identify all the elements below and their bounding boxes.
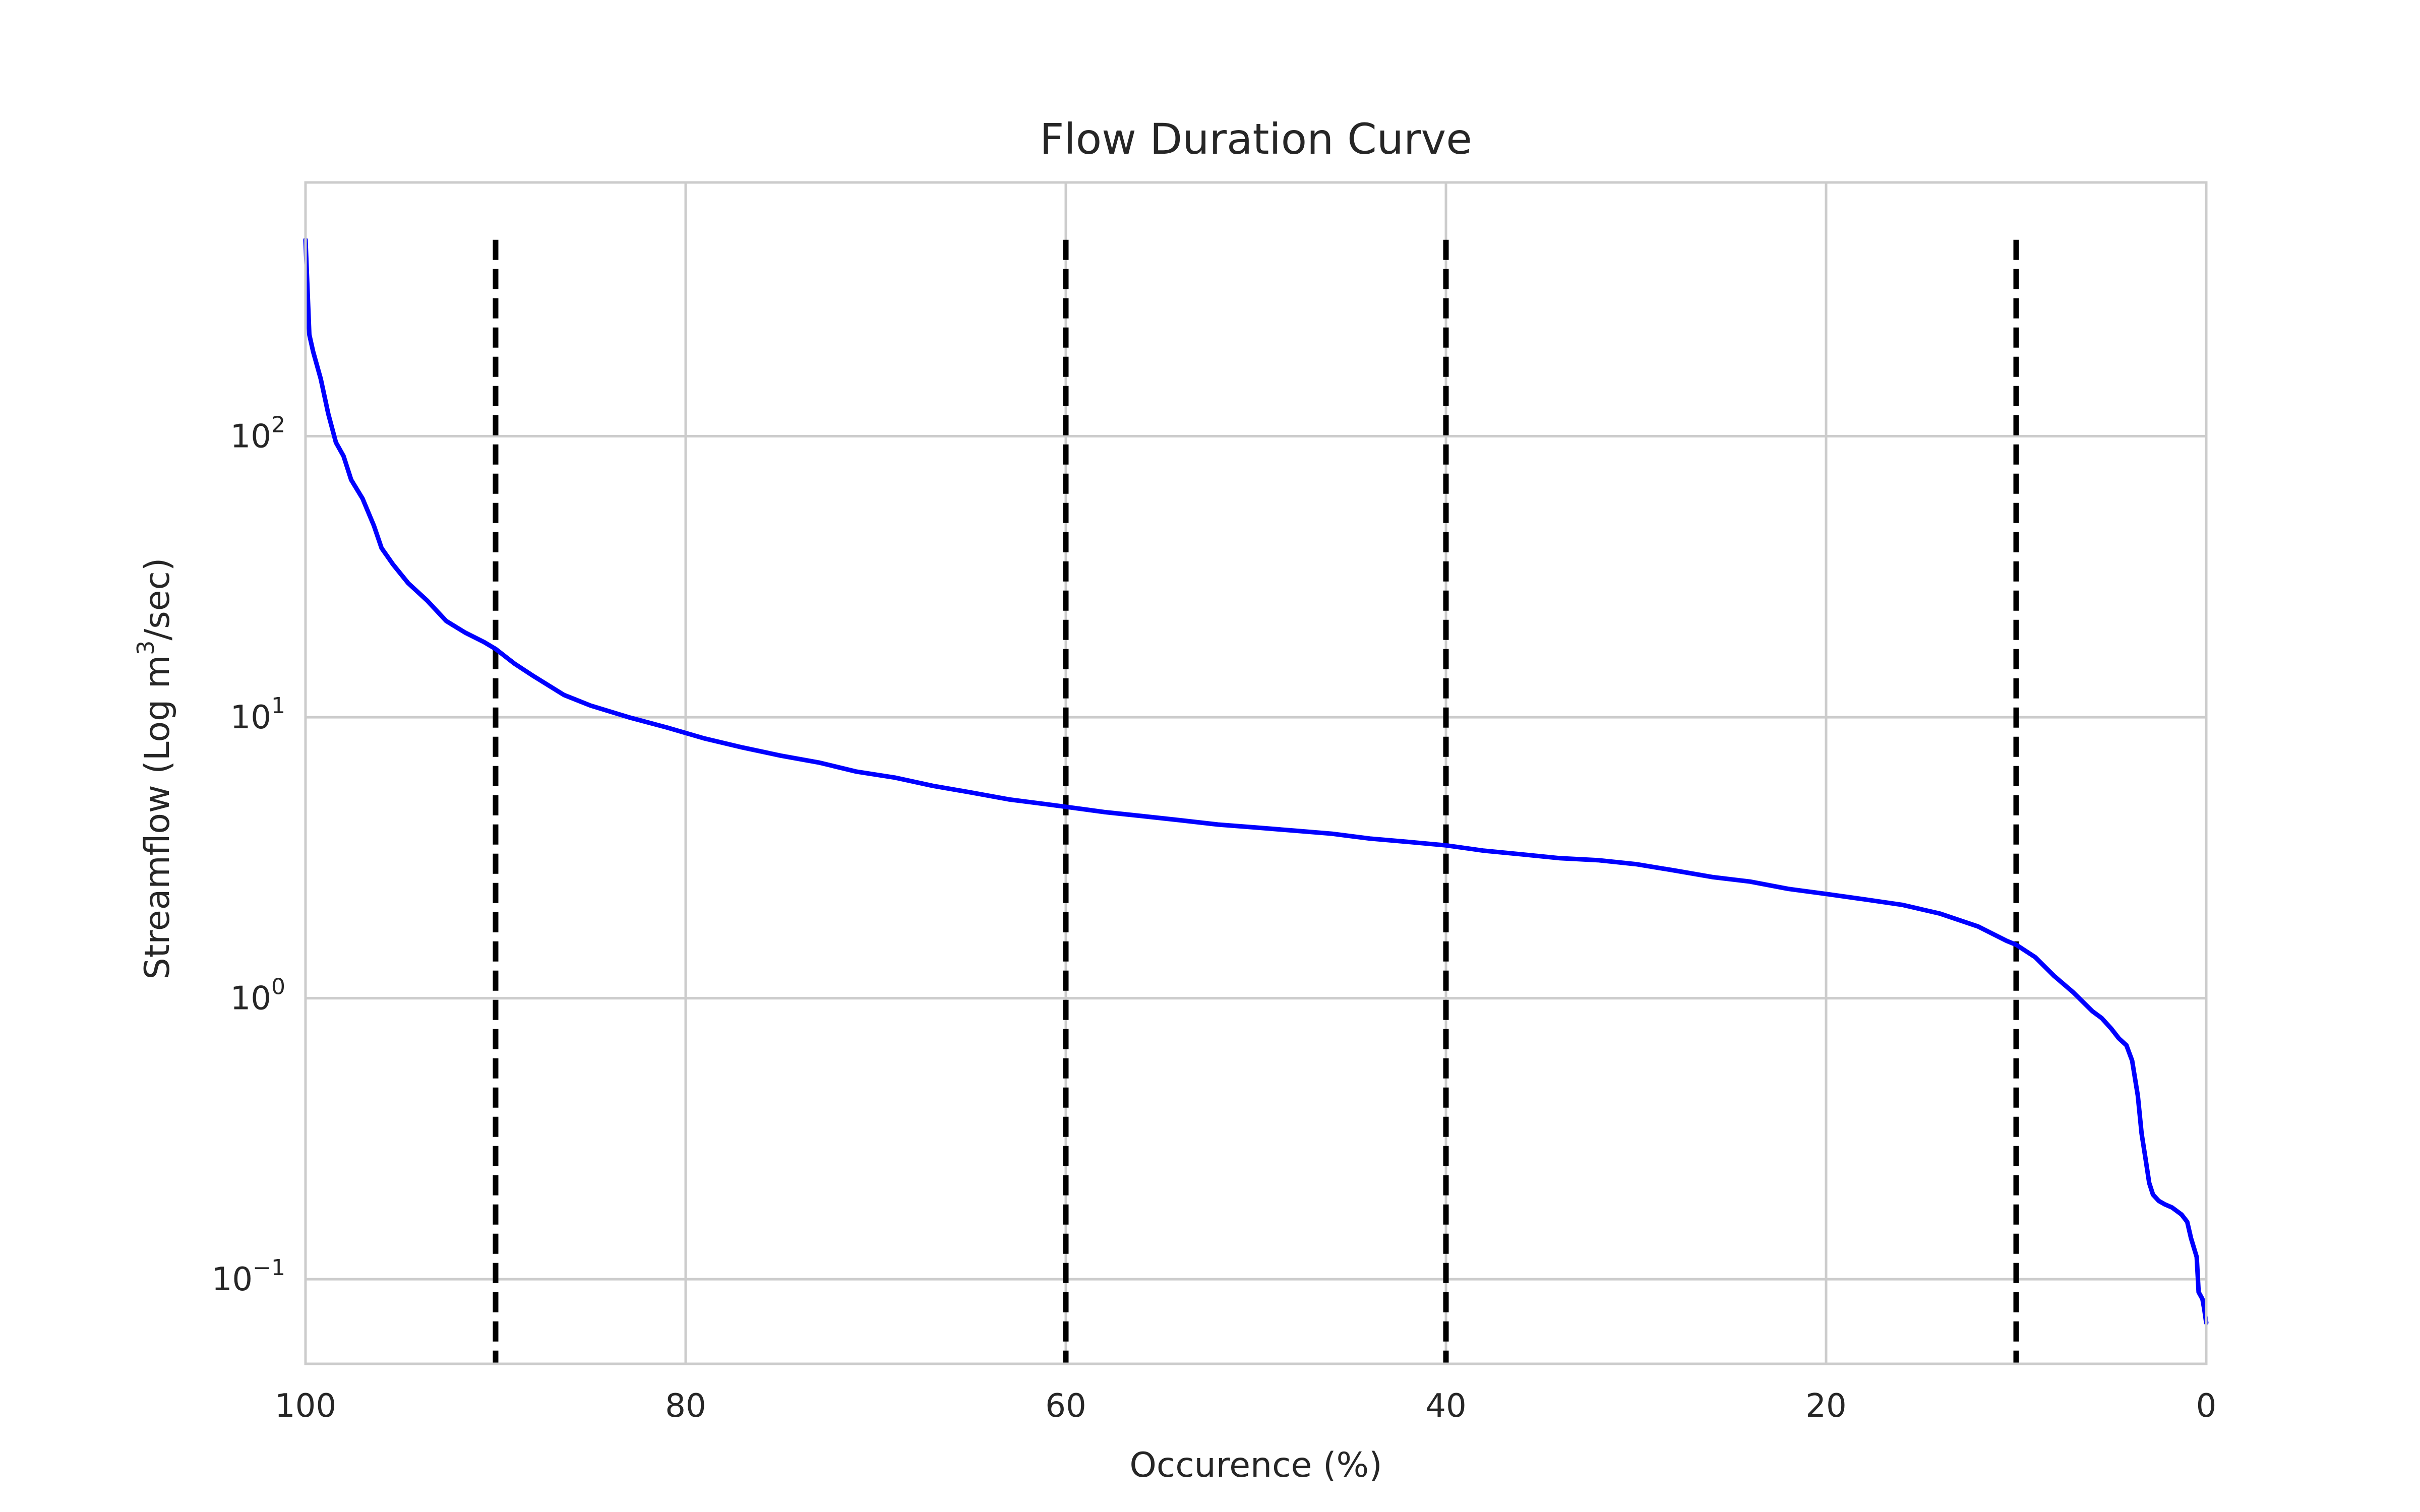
y-tick-base: 10 xyxy=(230,418,271,456)
reference-lines xyxy=(493,239,2019,1364)
x-tick-label: 20 xyxy=(1805,1388,1846,1425)
streamflow-line xyxy=(303,237,2209,1325)
y-tick-label: 100 xyxy=(230,974,285,1018)
y-tick-base: 10 xyxy=(212,1261,253,1298)
x-tick-label: 0 xyxy=(2196,1388,2217,1425)
y-axis-label-main: Streamflow (Log m xyxy=(138,655,177,980)
y-axis-label: Streamflow (Log m3/sec) xyxy=(132,558,177,980)
plot-frame xyxy=(304,181,2208,1365)
x-tick-labels: 100 80 60 40 20 0 xyxy=(275,1388,2216,1425)
x-tick-label: 60 xyxy=(1045,1388,1086,1425)
y-axis-label-units: /sec) xyxy=(138,558,177,641)
y-tick-label: 102 xyxy=(230,412,285,456)
x-tick-label: 80 xyxy=(665,1388,706,1425)
y-tick-label: 10−1 xyxy=(212,1255,285,1298)
y-tick-base: 10 xyxy=(230,980,271,1018)
y-axis-label-superscript: 3 xyxy=(132,641,159,655)
y-tick-label: 101 xyxy=(230,693,285,736)
y-tick-base: 10 xyxy=(230,699,271,736)
grid-layer xyxy=(304,182,2208,1364)
y-tick-exponent: 2 xyxy=(271,412,285,438)
y-tick-exponent: 0 xyxy=(271,974,285,1000)
series-layer xyxy=(303,237,2209,1325)
x-tick-label: 100 xyxy=(275,1388,336,1425)
y-tick-exponent: −1 xyxy=(253,1255,285,1281)
y-tick-exponent: 1 xyxy=(271,693,285,719)
x-axis-label: Occurence (%) xyxy=(1129,1445,1382,1485)
x-tick-label: 40 xyxy=(1425,1388,1466,1425)
chart-title: Flow Duration Curve xyxy=(1040,114,1472,164)
